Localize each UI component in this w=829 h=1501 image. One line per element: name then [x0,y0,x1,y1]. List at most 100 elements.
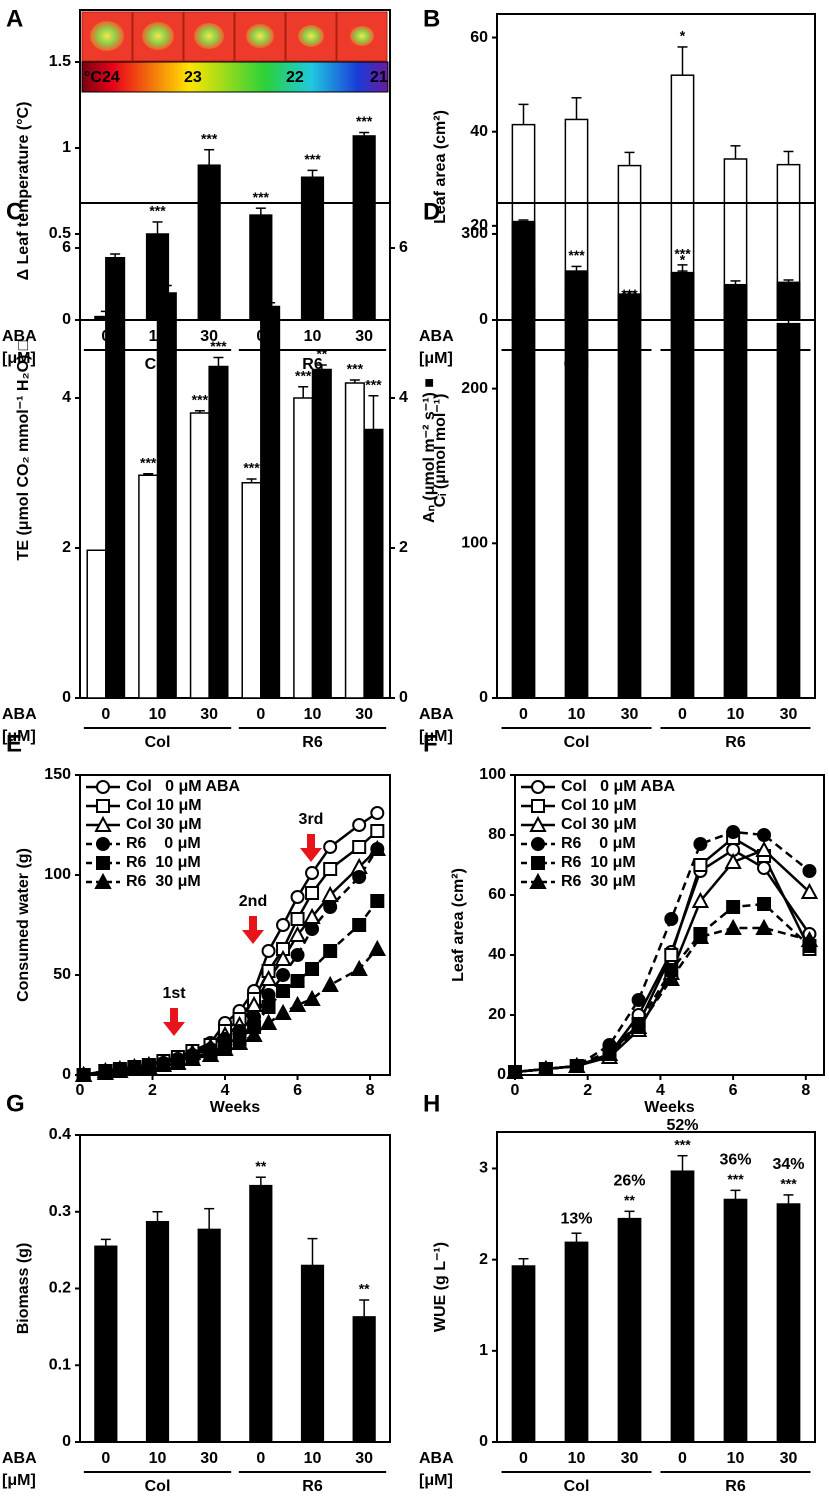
marker [96,1063,115,1080]
x-tick-label: 0 [519,1450,528,1467]
y-tick-label: 20 [488,1006,506,1023]
marker [757,897,772,911]
marker [201,1045,220,1062]
significance: *** [149,203,166,219]
x-row-label: ABA [2,1450,37,1467]
y-tick-label: 0 [62,689,71,706]
bar [511,220,536,699]
marker [290,974,305,988]
marker [600,1044,619,1061]
significance: * [680,252,686,268]
bar [344,382,365,699]
bar [670,271,695,699]
marker [94,872,112,889]
bar [249,1184,273,1443]
series-line [514,848,811,1074]
y-tick-label: 0 [479,1433,488,1450]
marker [531,799,545,813]
marker [276,918,291,932]
bar [352,135,376,321]
plant [298,25,324,47]
marker [274,949,292,966]
marker [94,815,112,832]
plant [142,22,174,50]
marker [352,840,367,854]
plot-frame [79,202,391,699]
marker [629,1017,648,1034]
x-row-label: ABA [419,1450,454,1467]
marker [755,918,773,935]
x-tick-label: 10 [149,1450,167,1467]
x-row-label: [μM] [419,728,453,745]
y-tick-label: 40 [488,946,506,963]
y-tick-label: 20 [470,217,488,234]
marker [724,852,742,869]
group-label: R6 [725,1478,746,1495]
group-label: Col [145,1478,171,1495]
marker [96,799,110,813]
x-tick-label: 4 [656,1082,665,1099]
marker [800,882,819,899]
x-row-label: ABA [419,706,454,723]
y-tick-label: 3 [479,1160,488,1177]
legend-label: R6 10 μM [126,854,201,871]
legend-label: R6 30 μM [126,873,201,890]
bar [352,1316,376,1443]
marker [261,988,276,1002]
significance: *** [727,1171,744,1187]
marker [800,930,819,947]
y-tick-label: 0.3 [49,1203,71,1220]
panel-letter: F [423,730,438,757]
arrow [242,916,264,944]
x-tick-label: 6 [293,1082,302,1099]
marker [216,1039,234,1056]
x-tick-label: 4 [221,1082,230,1099]
bar [156,292,177,699]
legend-label: R6 30 μM [561,873,636,890]
x-tick-label: 10 [727,1450,745,1467]
y-tick-label: 150 [44,766,71,783]
y-tick-label: 300 [461,225,488,242]
marker [757,861,772,875]
y2-tick-label: 2 [399,539,408,556]
marker [691,891,710,908]
y-tick-label: 100 [44,866,71,883]
x-row-label: [μM] [2,728,36,745]
significance: *** [674,1136,691,1152]
plot-frame [496,13,816,321]
marker [154,1055,173,1072]
percent-label: 26% [613,1173,645,1190]
marker [125,1059,144,1076]
marker [664,948,679,962]
marker [288,925,307,942]
x-tick-label: 30 [621,706,639,723]
plant [194,23,224,49]
significance: *** [780,1176,797,1192]
significance: *** [140,454,157,470]
marker [261,944,276,958]
legend-label: R6 10 μM [561,854,636,871]
y-tick-label: 0 [497,1066,506,1083]
arrow-label: 2nd [239,893,267,910]
y-tick-label: 80 [488,826,506,843]
x-tick-label: 30 [355,706,373,723]
legend-label: Col 30 μM [126,816,202,833]
marker [323,862,338,876]
x-tick-label: 10 [568,706,586,723]
bar [617,307,642,699]
marker [305,866,320,880]
group-label: R6 [302,1478,323,1495]
bar [197,164,221,321]
significance: *** [347,361,364,377]
y-axis-label: TE (μmol CO₂ mmol⁻¹ H₂O) □ [15,340,32,560]
plot-frame [496,1131,816,1443]
marker [370,842,385,856]
bar [145,1220,170,1443]
y-tick-label: 0 [62,1433,71,1450]
legend-label: Col 0 μM ABA [561,778,676,795]
plot-frame [514,774,825,1076]
bar [105,257,126,699]
x-row-label: [μM] [419,350,453,367]
bar [776,322,801,699]
marker [259,1013,278,1030]
